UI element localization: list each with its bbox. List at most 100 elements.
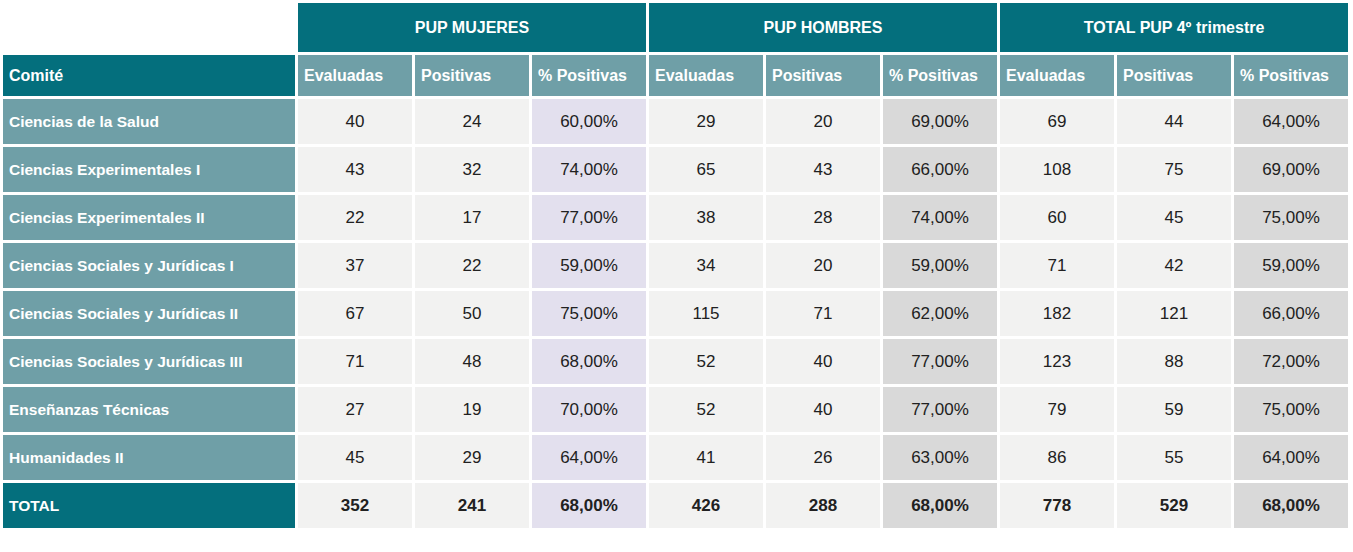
count-cell: 45 bbox=[298, 435, 412, 480]
table-row: Ciencias Sociales y Jurídicas II675075,0… bbox=[3, 291, 1348, 336]
column-header-pct-positivas-hombres: % Positivas bbox=[883, 55, 997, 96]
percent-positivas-cell: 64,00% bbox=[1234, 435, 1348, 480]
percent-positivas-cell: 74,00% bbox=[532, 147, 646, 192]
count-cell: 43 bbox=[298, 147, 412, 192]
percent-positivas-cell: 75,00% bbox=[1234, 387, 1348, 432]
count-cell: 529 bbox=[1117, 483, 1231, 528]
count-cell: 19 bbox=[415, 387, 529, 432]
percent-positivas-cell: 64,00% bbox=[532, 435, 646, 480]
percent-positivas-cell: 66,00% bbox=[1234, 291, 1348, 336]
column-header-row: Comité Evaluadas Positivas % Positivas E… bbox=[3, 55, 1348, 96]
committee-label: Ciencias Sociales y Jurídicas II bbox=[3, 291, 295, 336]
count-cell: 20 bbox=[766, 99, 880, 144]
column-header-positivas-mujeres: Positivas bbox=[415, 55, 529, 96]
count-cell: 50 bbox=[415, 291, 529, 336]
percent-positivas-cell: 60,00% bbox=[532, 99, 646, 144]
percent-positivas-cell: 68,00% bbox=[1234, 483, 1348, 528]
committee-label: Ciencias de la Salud bbox=[3, 99, 295, 144]
table-row: Ciencias Sociales y Jurídicas I372259,00… bbox=[3, 243, 1348, 288]
table-row: Ciencias Experimentales II221777,00%3828… bbox=[3, 195, 1348, 240]
percent-positivas-cell: 69,00% bbox=[883, 99, 997, 144]
group-header-pup-mujeres: PUP MUJERES bbox=[298, 3, 646, 52]
count-cell: 34 bbox=[649, 243, 763, 288]
count-cell: 108 bbox=[1000, 147, 1114, 192]
count-cell: 17 bbox=[415, 195, 529, 240]
count-cell: 41 bbox=[649, 435, 763, 480]
committee-label: Ciencias Experimentales I bbox=[3, 147, 295, 192]
count-cell: 79 bbox=[1000, 387, 1114, 432]
count-cell: 65 bbox=[649, 147, 763, 192]
count-cell: 55 bbox=[1117, 435, 1231, 480]
count-cell: 37 bbox=[298, 243, 412, 288]
count-cell: 182 bbox=[1000, 291, 1114, 336]
count-cell: 26 bbox=[766, 435, 880, 480]
committee-column-header: Comité bbox=[3, 55, 295, 96]
committee-label: Ciencias Sociales y Jurídicas I bbox=[3, 243, 295, 288]
table-row: Ciencias de la Salud402460,00%292069,00%… bbox=[3, 99, 1348, 144]
count-cell: 38 bbox=[649, 195, 763, 240]
count-cell: 88 bbox=[1117, 339, 1231, 384]
count-cell: 352 bbox=[298, 483, 412, 528]
count-cell: 778 bbox=[1000, 483, 1114, 528]
percent-positivas-cell: 59,00% bbox=[532, 243, 646, 288]
table-row: Enseñanzas Técnicas271970,00%524077,00%7… bbox=[3, 387, 1348, 432]
corner-cell bbox=[3, 3, 295, 52]
percent-positivas-cell: 63,00% bbox=[883, 435, 997, 480]
count-cell: 121 bbox=[1117, 291, 1231, 336]
percent-positivas-cell: 72,00% bbox=[1234, 339, 1348, 384]
committee-label: Ciencias Sociales y Jurídicas III bbox=[3, 339, 295, 384]
count-cell: 40 bbox=[766, 339, 880, 384]
column-header-pct-positivas-total: % Positivas bbox=[1234, 55, 1348, 96]
percent-positivas-cell: 64,00% bbox=[1234, 99, 1348, 144]
committee-label: Enseñanzas Técnicas bbox=[3, 387, 295, 432]
percent-positivas-cell: 68,00% bbox=[532, 483, 646, 528]
column-header-positivas-hombres: Positivas bbox=[766, 55, 880, 96]
count-cell: 115 bbox=[649, 291, 763, 336]
table-row: Ciencias Sociales y Jurídicas III714868,… bbox=[3, 339, 1348, 384]
count-cell: 29 bbox=[415, 435, 529, 480]
percent-positivas-cell: 66,00% bbox=[883, 147, 997, 192]
count-cell: 60 bbox=[1000, 195, 1114, 240]
percent-positivas-cell: 77,00% bbox=[883, 339, 997, 384]
table-row: Humanidades II452964,00%412663,00%865564… bbox=[3, 435, 1348, 480]
total-row: TOTAL35224168,00%42628868,00%77852968,00… bbox=[3, 483, 1348, 528]
committee-label: Ciencias Experimentales II bbox=[3, 195, 295, 240]
count-cell: 43 bbox=[766, 147, 880, 192]
percent-positivas-cell: 75,00% bbox=[1234, 195, 1348, 240]
percent-positivas-cell: 59,00% bbox=[1234, 243, 1348, 288]
count-cell: 71 bbox=[766, 291, 880, 336]
count-cell: 27 bbox=[298, 387, 412, 432]
count-cell: 75 bbox=[1117, 147, 1231, 192]
percent-positivas-cell: 68,00% bbox=[532, 339, 646, 384]
percent-positivas-cell: 62,00% bbox=[883, 291, 997, 336]
count-cell: 22 bbox=[415, 243, 529, 288]
column-header-pct-positivas-mujeres: % Positivas bbox=[532, 55, 646, 96]
total-row-label: TOTAL bbox=[3, 483, 295, 528]
count-cell: 288 bbox=[766, 483, 880, 528]
percent-positivas-cell: 68,00% bbox=[883, 483, 997, 528]
table-row: Ciencias Experimentales I433274,00%65436… bbox=[3, 147, 1348, 192]
count-cell: 45 bbox=[1117, 195, 1231, 240]
count-cell: 44 bbox=[1117, 99, 1231, 144]
column-header-evaluadas-total: Evaluadas bbox=[1000, 55, 1114, 96]
count-cell: 22 bbox=[298, 195, 412, 240]
count-cell: 86 bbox=[1000, 435, 1114, 480]
count-cell: 241 bbox=[415, 483, 529, 528]
committee-label: Humanidades II bbox=[3, 435, 295, 480]
column-header-evaluadas-mujeres: Evaluadas bbox=[298, 55, 412, 96]
count-cell: 48 bbox=[415, 339, 529, 384]
count-cell: 28 bbox=[766, 195, 880, 240]
percent-positivas-cell: 77,00% bbox=[883, 387, 997, 432]
group-header-row: PUP MUJERES PUP HOMBRES TOTAL PUP 4º tri… bbox=[3, 3, 1348, 52]
count-cell: 20 bbox=[766, 243, 880, 288]
count-cell: 59 bbox=[1117, 387, 1231, 432]
table-body: Ciencias de la Salud402460,00%292069,00%… bbox=[3, 99, 1348, 528]
count-cell: 24 bbox=[415, 99, 529, 144]
group-header-total-pup: TOTAL PUP 4º trimestre bbox=[1000, 3, 1348, 52]
pup-results-table: PUP MUJERES PUP HOMBRES TOTAL PUP 4º tri… bbox=[0, 0, 1351, 531]
percent-positivas-cell: 77,00% bbox=[532, 195, 646, 240]
count-cell: 32 bbox=[415, 147, 529, 192]
column-header-evaluadas-hombres: Evaluadas bbox=[649, 55, 763, 96]
count-cell: 69 bbox=[1000, 99, 1114, 144]
count-cell: 71 bbox=[1000, 243, 1114, 288]
